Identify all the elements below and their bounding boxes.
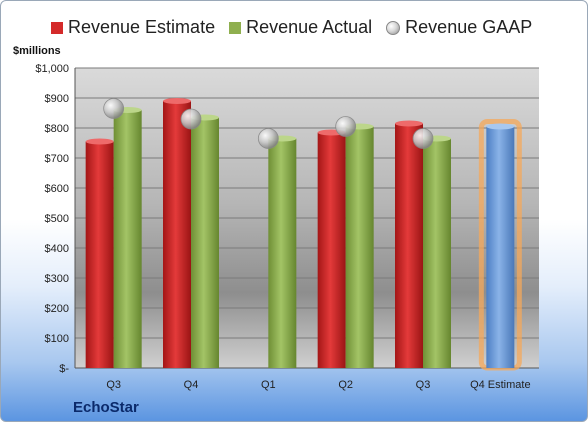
y-tick-label: $700 — [45, 153, 69, 165]
bar-revenue-estimate — [395, 123, 423, 368]
bar-q4-estimate — [486, 126, 515, 368]
legend-swatch-gaap — [386, 20, 401, 35]
bar-cap — [395, 120, 423, 127]
bars — [85, 98, 522, 371]
bar-cap — [486, 123, 515, 130]
y-tick-label: $600 — [45, 183, 69, 195]
legend-swatch-estimate — [51, 21, 63, 34]
gaap-markers — [103, 98, 434, 149]
legend-swatch-actual — [229, 21, 242, 34]
legend-label-actual: Revenue Actual — [246, 17, 373, 37]
legend-item-gaap: Revenue GAAP — [386, 17, 532, 38]
x-tick-label: Q1 — [261, 379, 276, 391]
legend-label-gaap: Revenue GAAP — [405, 17, 533, 37]
gridlines — [74, 67, 539, 369]
bar-revenue-actual — [191, 117, 219, 368]
legend: Revenue Estimate Revenue Actual Revenue … — [51, 17, 546, 38]
legend-label-estimate: Revenue Estimate — [68, 17, 216, 37]
bar-revenue-actual — [268, 138, 297, 368]
y-tick-label: $1,000 — [35, 63, 69, 75]
bar-cap — [163, 98, 191, 104]
y-tick-label: $400 — [45, 243, 69, 255]
y-tick-label: $300 — [45, 273, 69, 285]
y-units-label: $millions — [13, 45, 61, 57]
x-tick-label: Q3 — [416, 379, 431, 391]
y-tick-label: $800 — [45, 123, 69, 135]
marker-revenue-gaap — [257, 128, 279, 149]
legend-item-actual: Revenue Actual — [229, 17, 372, 38]
bar-revenue-estimate — [85, 141, 114, 368]
x-tick-label: Q4 Estimate — [470, 379, 531, 391]
marker-revenue-gaap — [180, 108, 202, 130]
bar-revenue-actual — [423, 138, 451, 368]
company-name: EchoStar — [73, 399, 139, 416]
y-tick-label: $900 — [45, 93, 69, 105]
x-tick-label: Q2 — [338, 379, 353, 391]
marker-revenue-gaap — [103, 98, 125, 119]
bar-revenue-estimate — [317, 132, 346, 368]
marker-revenue-gaap — [335, 116, 357, 137]
y-tick-label: $100 — [45, 333, 69, 345]
x-tick-label: Q3 — [106, 379, 121, 391]
bar-revenue-actual — [345, 126, 374, 368]
bar-revenue-actual — [113, 110, 142, 368]
y-tick-label: $500 — [45, 213, 69, 225]
x-axis-ticks: Q3 Q4 Q1 Q2 Q3 Q4 Estimate — [106, 379, 530, 391]
y-tick-label: $- — [59, 363, 69, 375]
marker-revenue-gaap — [412, 128, 434, 149]
y-tick-label: $200 — [45, 303, 69, 315]
legend-item-estimate: Revenue Estimate — [51, 17, 215, 38]
bar-revenue-estimate — [163, 101, 191, 368]
x-tick-label: Q4 — [184, 379, 199, 391]
bar-cap — [85, 138, 114, 145]
y-axis-ticks: $- $100 $200 $300 $400 $500 $600 $700 $800 $900 $1… — [35, 63, 69, 375]
